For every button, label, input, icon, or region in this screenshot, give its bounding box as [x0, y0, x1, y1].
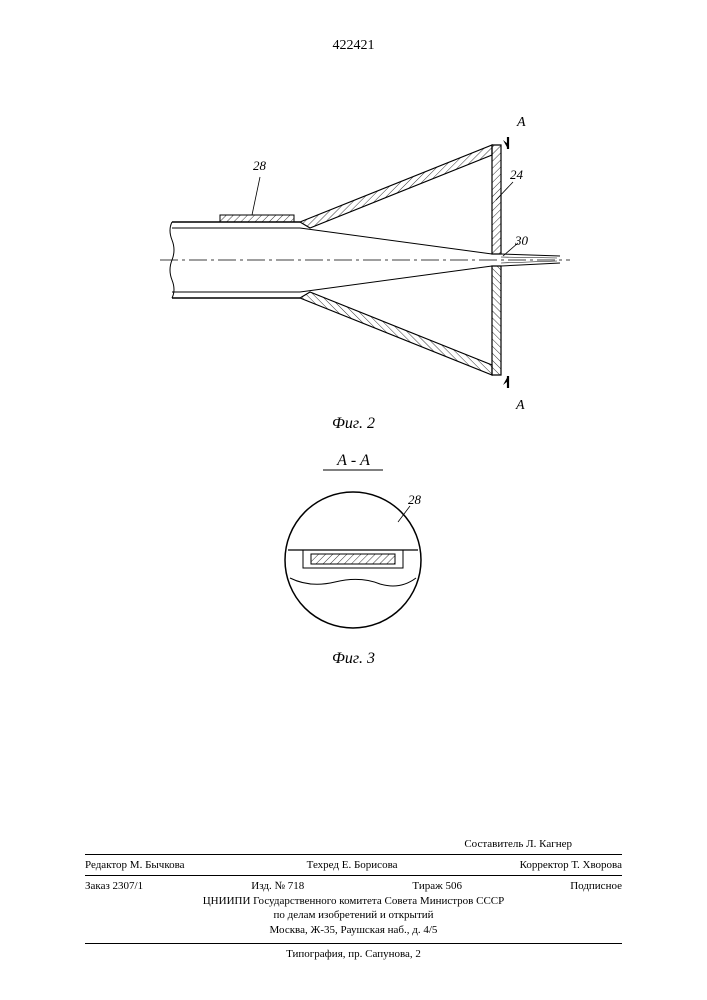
org-line-1: ЦНИИПИ Государственного комитета Совета …: [85, 894, 622, 908]
print-info-row: Заказ 2307/1 Изд. № 718 Тираж 506 Подпис…: [85, 875, 622, 892]
credits-row: Редактор М. Бычкова Техред Е. Борисова К…: [85, 854, 622, 871]
section-mark-label-bottom: А: [516, 398, 525, 414]
editor-credit: Редактор М. Бычкова: [85, 859, 185, 871]
fig3-group: [285, 492, 421, 628]
ref-label-28a: 28: [253, 158, 266, 174]
org-line-3: Москва, Ж-35, Раушская наб., д. 4/5: [85, 923, 622, 937]
page-number: 422421: [333, 38, 375, 54]
compiler-line: Составитель Л. Кагнер: [85, 838, 622, 850]
ref-label-24: 24: [510, 167, 523, 183]
order-number: Заказ 2307/1: [85, 880, 143, 892]
techred-credit: Техред Е. Борисова: [307, 859, 398, 871]
figure-3-label: Фиг. 3: [332, 650, 375, 668]
figure-area: [0, 130, 707, 670]
ref-label-30: 30: [515, 233, 528, 249]
corrector-credit: Корректор Т. Хворова: [520, 859, 622, 871]
tirage: Тираж 506: [412, 880, 462, 892]
ref-label-28b: 28: [408, 492, 421, 508]
section-mark-label-top: А: [517, 115, 526, 131]
figure-2-label: Фиг. 2: [332, 415, 375, 433]
section-aa-label: А - А: [337, 452, 370, 470]
org-line-2: по делам изобретений и открытий: [85, 908, 622, 922]
typography-line: Типография, пр. Сапунова, 2: [85, 943, 622, 960]
technical-drawing-svg: [0, 130, 707, 670]
colophon-footer: Составитель Л. Кагнер Редактор М. Бычков…: [85, 838, 622, 960]
subscription: Подписное: [570, 880, 622, 892]
org-block: ЦНИИПИ Государственного комитета Совета …: [85, 894, 622, 937]
fig2-group: [160, 137, 570, 388]
izd-number: Изд. № 718: [251, 880, 304, 892]
